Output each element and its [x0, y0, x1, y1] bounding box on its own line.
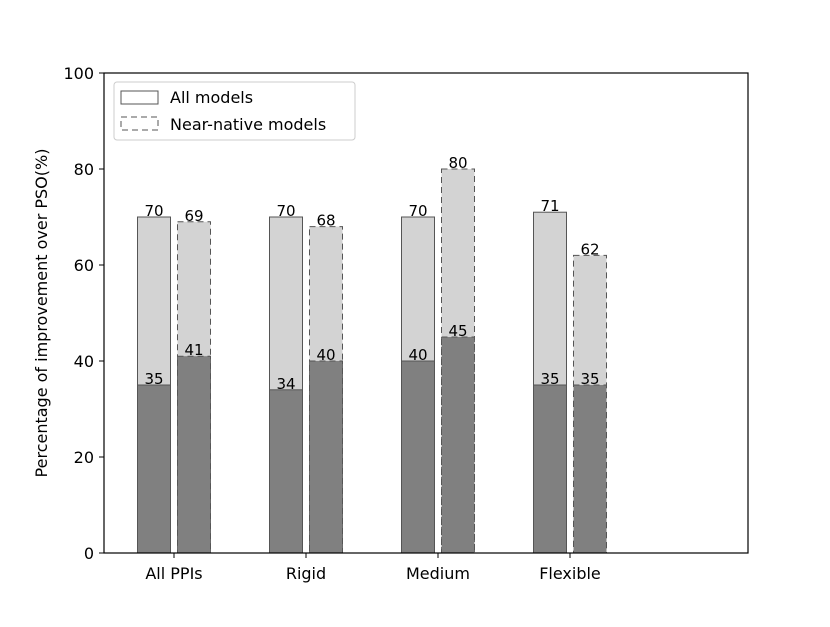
x-tick-label: All PPIs: [145, 564, 202, 583]
legend-box: [113, 81, 356, 141]
data-label-inner: 41: [184, 341, 203, 359]
legend-label-near-native: Near-native models: [170, 115, 326, 134]
data-label-outer: 69: [184, 207, 203, 225]
data-label-inner: 40: [316, 346, 335, 364]
bar-near-native-models-all-ppis-inner: [177, 355, 211, 554]
y-tick-label: 60: [74, 256, 94, 275]
y-tick-label: 0: [84, 544, 94, 563]
data-label-outer: 62: [580, 240, 599, 258]
legend: All models Near-native models: [113, 81, 356, 141]
data-label-inner: 45: [448, 322, 467, 340]
bar-near-native-models-flexible-inner: [573, 384, 607, 554]
data-label-inner: 34: [276, 375, 295, 393]
bar-all-models-flexible-inner: [533, 384, 567, 554]
data-label-inner: 35: [580, 370, 599, 388]
data-label-outer: 68: [316, 212, 335, 230]
data-label-outer: 71: [540, 197, 559, 215]
data-label-inner: 35: [144, 370, 163, 388]
bar-all-models-medium-inner: [401, 360, 435, 554]
bar-all-models-all-ppis-inner: [137, 384, 171, 554]
data-labels-layer: 70 35 69 41 70 34 68 40 70 40 80 45 71 35 62 35: [144, 154, 599, 393]
data-label-outer: 80: [448, 154, 467, 172]
data-label-inner: 35: [540, 370, 559, 388]
legend-label-all-models: All models: [170, 88, 253, 107]
bar-near-native-models-medium-inner: [441, 336, 475, 554]
bar-all-models-rigid-inner: [269, 389, 303, 554]
data-label-outer: 70: [408, 202, 427, 220]
y-tick-label: 20: [74, 448, 94, 467]
data-label-outer: 70: [276, 202, 295, 220]
x-axis: All PPIs Rigid Medium Flexible: [145, 553, 601, 583]
legend-swatch-all-models: [120, 90, 159, 105]
legend-swatch-near-native: [120, 116, 159, 131]
bars-layer: [137, 168, 607, 554]
y-tick-label: 80: [74, 160, 94, 179]
y-tick-label: 40: [74, 352, 94, 371]
x-tick-label: Medium: [406, 564, 470, 583]
y-tick-label: 100: [63, 64, 94, 83]
data-label-outer: 70: [144, 202, 163, 220]
x-tick-label: Rigid: [286, 564, 326, 583]
x-tick-label: Flexible: [539, 564, 601, 583]
y-axis: 0 20 40 60 80 100: [63, 64, 104, 563]
plot-frame: [103, 72, 749, 554]
y-axis-title: Percentage of improvement over PSO(%): [32, 149, 51, 478]
bar-near-native-models-rigid-inner: [309, 360, 343, 554]
data-label-inner: 40: [408, 346, 427, 364]
